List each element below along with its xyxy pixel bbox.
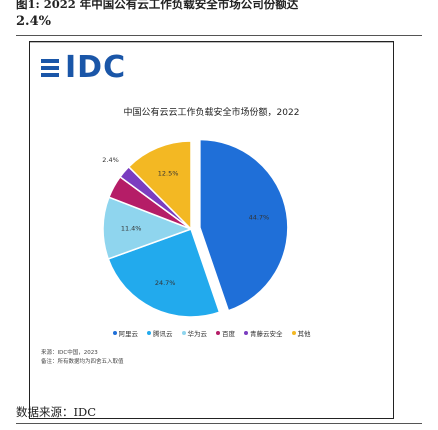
source-note: 来源：IDC中国，2023 bbox=[41, 350, 98, 356]
pie-label-3: 11.4% bbox=[121, 224, 142, 232]
idc-logo-text: IDC bbox=[65, 50, 127, 85]
legend-item-5: 青藤云安全 bbox=[244, 328, 283, 338]
chart-notes: 来源：IDC中国，2023 备注：所有数据均为四舍五入取值 bbox=[41, 349, 124, 367]
pie-slice-3 bbox=[102, 196, 194, 260]
legend-swatch-6 bbox=[291, 331, 296, 335]
pie-label-6: 12.5% bbox=[158, 170, 179, 178]
chart-legend: 阿里云 腾讯云 华为云 百度 青藤云安全 其他 bbox=[30, 328, 393, 338]
legend-item-1: 阿里云 bbox=[112, 328, 139, 338]
legend-item-6: 其他 bbox=[291, 328, 311, 338]
legend-label-4: 百度 bbox=[222, 330, 235, 338]
caption-rule bbox=[16, 35, 422, 36]
idc-logo-icon bbox=[41, 58, 59, 77]
bottom-rule bbox=[16, 423, 422, 424]
legend-label-1: 阿里云 bbox=[118, 330, 139, 338]
legend-item-4: 百度 bbox=[216, 328, 235, 338]
pie-slice-6 bbox=[127, 140, 192, 231]
legend-swatch-1 bbox=[112, 331, 117, 335]
chart-title: 中国公有云云工作负载安全市场份额，2022 bbox=[123, 108, 300, 118]
legend-swatch-5 bbox=[244, 331, 248, 335]
legend-swatch-4 bbox=[216, 331, 220, 335]
legend-label-6: 其他 bbox=[297, 330, 311, 338]
remark-note: 备注：所有数据均为四舍五入取值 bbox=[41, 359, 124, 365]
pie-label-5: 2.4% bbox=[102, 156, 119, 164]
caption-line-2: 2.4% bbox=[16, 14, 51, 29]
idc-logo: IDC bbox=[40, 50, 126, 85]
legend-item-2: 腾讯云 bbox=[147, 328, 173, 338]
pie-slice-2 bbox=[107, 228, 221, 318]
chart-frame: IDC 中国公有云云工作负载安全市场份额，2022 44.7% 24.7% 11.4… bbox=[29, 41, 394, 419]
legend-label-2: 腾讯云 bbox=[153, 330, 173, 338]
legend-label-3: 华为云 bbox=[187, 330, 208, 338]
legend-label-5: 青藤云安全 bbox=[250, 330, 283, 338]
legend-item-3: 华为云 bbox=[181, 328, 208, 338]
legend-swatch-2 bbox=[147, 331, 151, 335]
pie-label-2: 24.7% bbox=[155, 279, 176, 287]
frame-top-line bbox=[30, 42, 393, 43]
pie-chart: 44.7% 24.7% 11.4% 2.4% 12.5% bbox=[102, 138, 289, 318]
pie-label-1: 44.7% bbox=[249, 214, 270, 222]
pie-slice-1 bbox=[199, 138, 289, 312]
legend-swatch-3 bbox=[181, 331, 186, 335]
data-source: 数据来源：IDC bbox=[16, 405, 97, 419]
caption-line-1: 图1: 2022 年中国公有云工作负载安全市场公司份额达 bbox=[16, 0, 299, 11]
figure-caption: 图1: 2022 年中国公有云工作负载安全市场公司份额达 2.4% bbox=[16, 0, 426, 29]
